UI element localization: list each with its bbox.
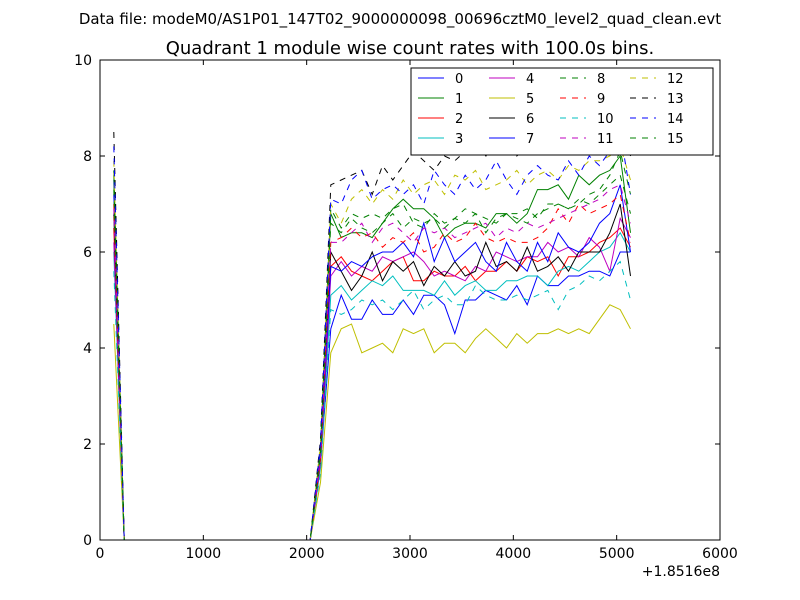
legend-box (410, 67, 714, 156)
y-tick-label: 0 (83, 533, 92, 549)
series-line-10 (113, 260, 631, 540)
y-tick-label: 10 (74, 53, 92, 69)
legend-label-0: 0 (455, 72, 463, 87)
plot-frame (99, 59, 721, 541)
y-tick-label: 4 (83, 341, 92, 357)
data-file-header: Data file: modeM0/AS1P01_147T02_90000000… (79, 10, 721, 29)
y-tick-label: 8 (83, 149, 92, 165)
series-line-5 (113, 304, 631, 540)
legend-label-13: 13 (667, 92, 684, 107)
chart-title: Quadrant 1 module wise count rates with … (166, 38, 655, 59)
legend-label-2: 2 (455, 112, 463, 127)
legend-label-8: 8 (597, 72, 605, 87)
x-tick-label: 3000 (392, 546, 428, 562)
x-tick-label: 0 (96, 546, 105, 562)
series-line-15 (113, 174, 631, 540)
x-tick-label: 6000 (702, 546, 738, 562)
legend-label-7: 7 (526, 132, 534, 147)
legend-label-15: 15 (667, 132, 684, 147)
y-tick-label: 6 (83, 245, 92, 261)
x-tick-label: 2000 (289, 546, 325, 562)
series-line-11 (113, 184, 631, 540)
series-line-12 (113, 145, 631, 540)
x-offset-label: +1.8516e8 (642, 564, 720, 580)
legend-label-1: 1 (455, 92, 463, 107)
legend-label-12: 12 (667, 72, 684, 87)
legend-label-10: 10 (597, 112, 614, 127)
x-tick-label: 4000 (496, 546, 532, 562)
x-tick-label: 1000 (186, 546, 222, 562)
series-line-7 (113, 184, 631, 540)
y-tick-label: 2 (83, 437, 92, 453)
legend-label-6: 6 (526, 112, 534, 127)
series-line-1 (113, 154, 631, 540)
series-line-4 (113, 216, 631, 540)
legend-label-9: 9 (597, 92, 605, 107)
x-tick-label: 5000 (599, 546, 635, 562)
legend-label-5: 5 (526, 92, 534, 107)
legend-label-14: 14 (667, 112, 684, 127)
legend-label-4: 4 (526, 72, 534, 87)
series-line-3 (113, 231, 631, 540)
legend-label-11: 11 (597, 132, 614, 147)
legend-label-3: 3 (455, 132, 463, 147)
series-line-6 (113, 203, 631, 540)
series-line-9 (113, 193, 631, 540)
